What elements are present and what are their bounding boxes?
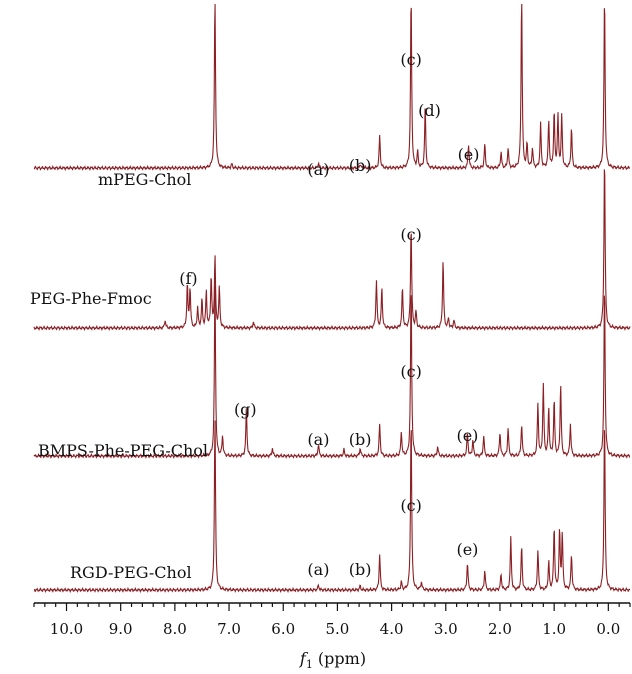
x-tick-label: 9.0 (109, 620, 133, 638)
x-tick-label: 6.0 (271, 620, 295, 638)
peak-annotation: (c) (400, 225, 421, 244)
x-tick-label: 7.0 (217, 620, 241, 638)
spectrum-line (33, 420, 630, 594)
x-tick-label: 1.0 (542, 620, 566, 638)
peak-annotation: (e) (456, 426, 478, 445)
x-axis-unit: (ppm) (313, 649, 366, 668)
series-label: BMPS-Phe-PEG-Chol (38, 441, 208, 460)
x-tick-label: 10.0 (50, 620, 83, 638)
peak-annotation: (g) (234, 400, 257, 419)
spectrum-1: mPEG-Chol (a) (b) (c) (d) (e) (33, 3, 631, 189)
series-label: mPEG-Chol (98, 170, 191, 189)
peak-annotation: (a) (307, 160, 329, 179)
x-tick-label: 0.0 (596, 620, 620, 638)
spectrum-line (33, 3, 631, 172)
peak-annotation: (b) (349, 560, 372, 579)
spectra-layer: mPEG-Chol (a) (b) (c) (d) (e) PEG-Phe-Fmoc (f) (… (30, 3, 631, 594)
peak-annotation: (b) (349, 156, 372, 175)
x-tick-label: 8.0 (163, 620, 187, 638)
peak-annotation: (c) (400, 362, 421, 381)
peak-annotation: (a) (307, 430, 329, 449)
x-tick-label: 3.0 (434, 620, 458, 638)
peak-annotation: (c) (400, 50, 421, 69)
series-label: RGD-PEG-Chol (70, 563, 192, 582)
peak-annotation: (f) (179, 269, 197, 288)
spectrum-4: RGD-PEG-Chol (a) (b) (c) (e) (33, 420, 630, 594)
x-axis: 10.0 9.0 8.0 7.0 6.0 5.0 4.0 3.0 2.0 1.0 0.0 (33, 602, 631, 638)
x-tick-label: 5.0 (325, 620, 349, 638)
x-tick-label: 2.0 (488, 620, 512, 638)
x-axis-sub: 1 (306, 658, 313, 671)
spectrum-line (33, 285, 631, 460)
peak-annotation: (c) (400, 496, 421, 515)
spectrum-2: PEG-Phe-Fmoc (f) (c) (30, 169, 631, 332)
spectrum-3: BMPS-Phe-PEG-Chol (g) (a) (b) (c) (e) (33, 285, 631, 460)
x-axis-var: f (299, 649, 309, 668)
x-axis-title: f1 (ppm) (299, 649, 366, 671)
peak-annotation: (e) (456, 540, 478, 559)
peak-annotation: (b) (349, 430, 372, 449)
peak-annotation: (e) (458, 145, 480, 164)
peak-annotation: (a) (307, 560, 329, 579)
x-tick-label: 4.0 (380, 620, 404, 638)
spectrum-line (33, 169, 631, 332)
series-label: PEG-Phe-Fmoc (30, 289, 152, 308)
peak-annotation: (d) (418, 101, 441, 120)
